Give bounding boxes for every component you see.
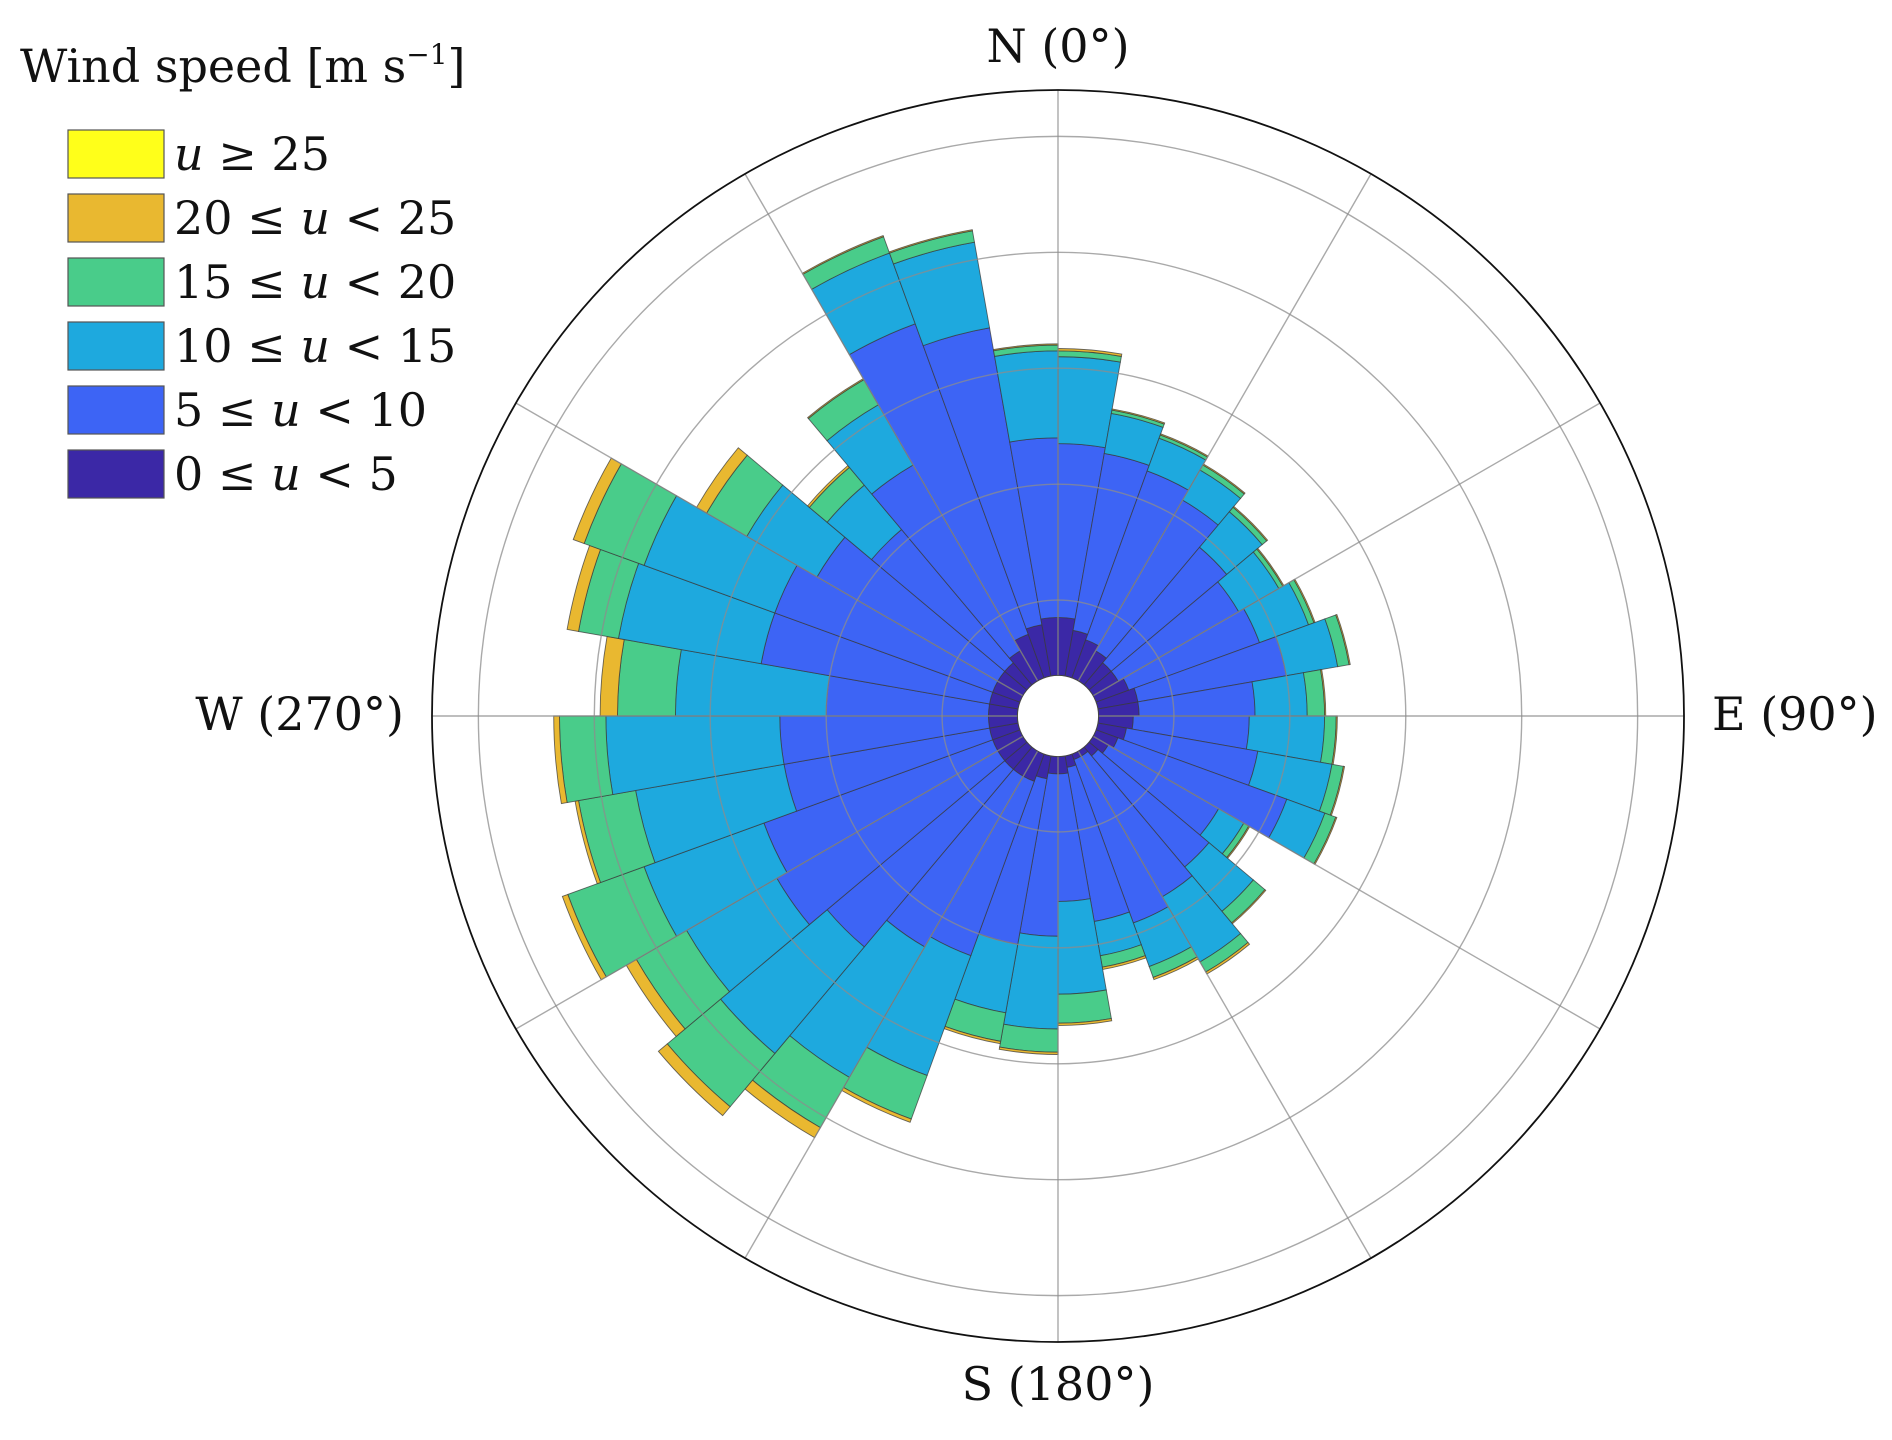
sector-225-bin-4 <box>657 1043 731 1117</box>
sector-345-bin-4 <box>888 229 973 254</box>
sector-35-bin-4 <box>1202 463 1246 495</box>
sector-275-bin-3 <box>617 638 682 717</box>
legend-swatch-2 <box>67 257 165 307</box>
legend-swatch-0 <box>67 129 165 179</box>
sector-5-bin-4 <box>1057 348 1123 357</box>
direction-label-0: N (0°) <box>986 19 1129 73</box>
grid-spoke-300 <box>515 402 1024 697</box>
legend-label-3: 10 ≤ u < 15 <box>174 319 456 373</box>
legend-label-2: 15 ≤ u < 20 <box>174 255 456 309</box>
direction-label-180: S (180°) <box>962 1357 1155 1411</box>
wind-rose-sectors <box>553 229 1351 1139</box>
legend-label-1: 20 ≤ u < 25 <box>174 191 456 245</box>
outer-circle <box>431 89 1685 1343</box>
sector-175-bin-3 <box>1057 989 1112 1024</box>
sector-75-bin-4 <box>1335 613 1351 666</box>
sector-335-bin-4 <box>801 235 885 275</box>
legend-swatch-1 <box>67 193 165 243</box>
center-hole <box>1016 674 1100 758</box>
direction-labels: N (0°) E (90°) S (180°) W (270°) <box>195 19 1877 1411</box>
sector-185-bin-3 <box>999 1023 1059 1053</box>
sector-305-bin-4 <box>695 447 748 514</box>
direction-label-270: W (270°) <box>195 687 404 741</box>
legend-label-4: 5 ≤ u < 10 <box>174 383 427 437</box>
sector-15-bin-4 <box>1111 408 1166 425</box>
legend-label-0: u ≥ 25 <box>174 127 330 181</box>
legend-swatch-3 <box>67 321 165 371</box>
grid-spoke-150 <box>1077 750 1372 1259</box>
sector-185-bin-4 <box>998 1046 1059 1055</box>
legend-swatch-5 <box>67 449 165 499</box>
grid-spoke-120 <box>1092 735 1601 1030</box>
direction-label-90: E (90°) <box>1712 687 1878 741</box>
sector-45-bin-4 <box>1232 505 1269 542</box>
grid-spoke-60 <box>1092 402 1601 697</box>
grid-spoke-30 <box>1077 173 1372 682</box>
legend: Wind speed [m s−1] u ≥ 25 20 ≤ u < 25 15 ≤ … <box>20 38 465 501</box>
legend-title: Wind speed [m s−1] <box>20 38 465 93</box>
sector-245-bin-4 <box>561 893 607 981</box>
legend-swatch-4 <box>67 385 165 435</box>
legend-label-5: 0 ≤ u < 5 <box>174 447 398 501</box>
grid-spoke-330 <box>744 173 1039 682</box>
grid-spoke-240 <box>515 735 1024 1030</box>
sector-155-bin-4 <box>1152 956 1199 981</box>
sector-265-bin-3 <box>559 715 614 804</box>
grid-spoke-210 <box>744 750 1039 1259</box>
polar-grid <box>431 89 1685 1343</box>
